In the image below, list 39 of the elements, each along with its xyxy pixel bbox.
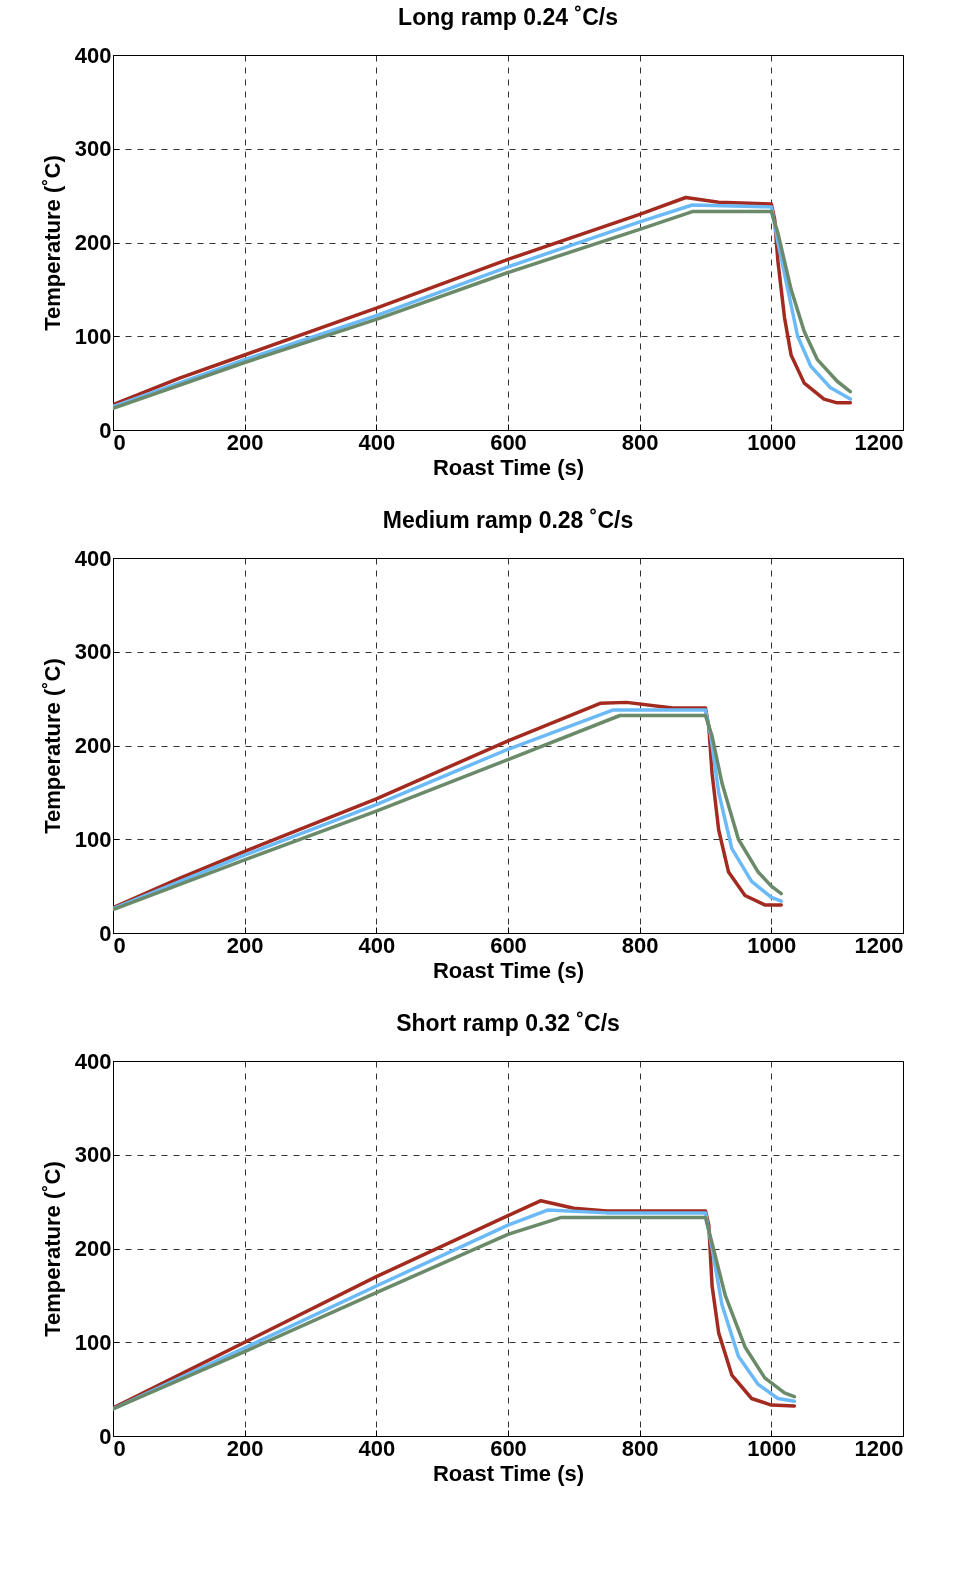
x-tick-label: 1000 bbox=[747, 429, 797, 455]
x-tick-label: 400 bbox=[358, 932, 396, 958]
x-tick-label: 1200 bbox=[854, 932, 904, 958]
x-tick-label: 1000 bbox=[747, 1435, 797, 1461]
x-tick-label: 800 bbox=[621, 932, 659, 958]
x-tick-label: 800 bbox=[621, 429, 659, 455]
y-tick-label: 100 bbox=[74, 826, 112, 852]
chart-title: Medium ramp 0.28 ˚C/s bbox=[382, 507, 634, 533]
x-axis-title: Roast Time (s) bbox=[432, 454, 585, 480]
y-tick-label: 200 bbox=[74, 733, 112, 758]
y-tick-label: 300 bbox=[74, 1142, 112, 1168]
x-axis-title: Roast Time (s) bbox=[432, 957, 585, 983]
y-tick-label: 300 bbox=[74, 639, 112, 665]
y-tick-label: 400 bbox=[74, 545, 112, 571]
y-tick-label: 400 bbox=[74, 42, 112, 68]
y-tick-label: 300 bbox=[74, 136, 112, 162]
y-axis-title: Temperature (˚C) bbox=[39, 658, 65, 834]
x-tick-label: 800 bbox=[621, 1435, 659, 1461]
y-tick-label: 100 bbox=[74, 323, 112, 349]
y-tick-label: 200 bbox=[74, 230, 112, 255]
y-tick-label: 100 bbox=[74, 1329, 112, 1355]
chart-title: Short ramp 0.32 ˚C/s bbox=[396, 1010, 620, 1036]
x-tick-label: 400 bbox=[358, 429, 396, 455]
x-tick-label: 600 bbox=[490, 932, 527, 958]
y-tick-label: 400 bbox=[74, 1048, 112, 1074]
x-tick-label: 600 bbox=[490, 429, 527, 455]
chart-title: Long ramp 0.24 ˚C/s bbox=[398, 4, 618, 30]
y-axis-title: Temperature (˚C) bbox=[39, 155, 65, 331]
y-axis-title: Temperature (˚C) bbox=[39, 1161, 65, 1337]
y-tick-label: 200 bbox=[74, 1236, 112, 1261]
x-tick-label: 1200 bbox=[854, 429, 904, 455]
x-tick-label: 200 bbox=[226, 429, 264, 455]
x-tick-label: 200 bbox=[226, 932, 264, 958]
x-tick-label: 400 bbox=[358, 1435, 396, 1461]
x-tick-label: 1000 bbox=[747, 932, 797, 958]
x-tick-label: 600 bbox=[490, 1435, 527, 1461]
x-tick-label: 1200 bbox=[854, 1435, 904, 1461]
x-axis-title: Roast Time (s) bbox=[432, 1460, 585, 1486]
x-tick-label: 200 bbox=[226, 1435, 264, 1461]
